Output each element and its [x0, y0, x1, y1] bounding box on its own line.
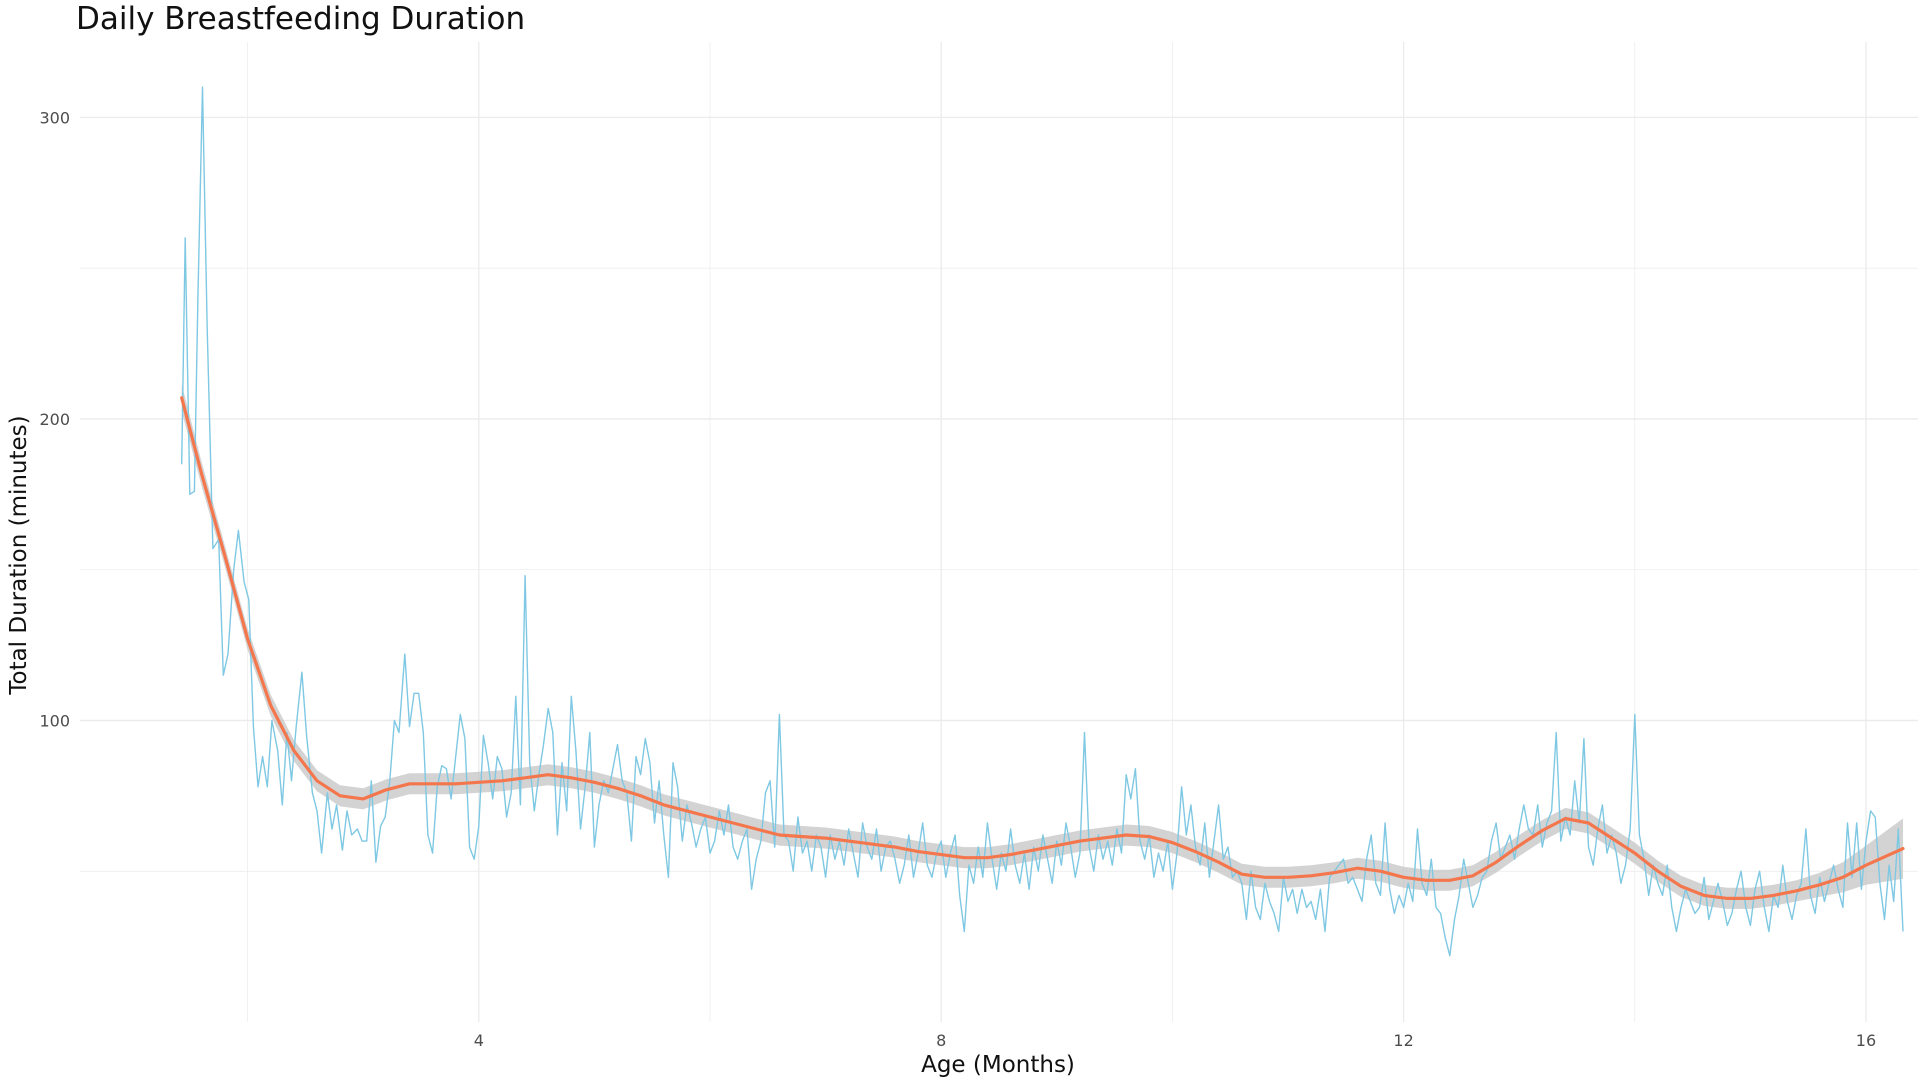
tick-label-layer: 4 8 12 16 100 200 300 [39, 108, 1876, 1050]
x-tick-label: 12 [1393, 1031, 1413, 1050]
y-tick-label: 200 [39, 410, 70, 429]
smoothed-trend-line [180, 396, 1905, 900]
x-tick-label: 8 [936, 1031, 946, 1050]
smooth-series-layer [180, 396, 1905, 900]
x-tick-label: 4 [474, 1031, 484, 1050]
grid-layer [80, 42, 1918, 1022]
confidence-band-layer [181, 384, 1904, 909]
y-tick-label: 100 [39, 711, 70, 730]
chart-title: Daily Breastfeeding Duration [76, 1, 526, 37]
y-tick-label: 300 [39, 108, 70, 127]
confidence-band [181, 384, 1904, 909]
raw-daily-duration-line [181, 86, 1904, 957]
raw-series-layer [181, 86, 1904, 957]
x-tick-label: 16 [1856, 1031, 1876, 1050]
y-axis-title: Total Duration (minutes) [6, 415, 32, 695]
x-axis-title: Age (Months) [921, 1052, 1075, 1078]
